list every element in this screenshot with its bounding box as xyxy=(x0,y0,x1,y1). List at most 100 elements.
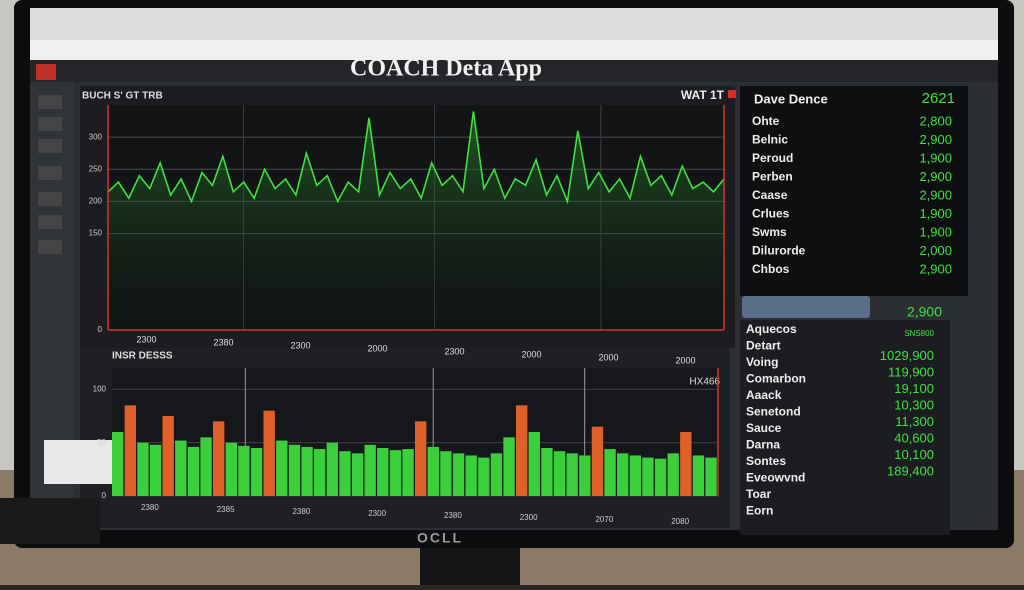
list-value: 10,300 xyxy=(894,397,934,412)
app-icon xyxy=(36,64,56,80)
x-tick-label: 2380 xyxy=(213,337,233,347)
panel-header: Dave Dence xyxy=(754,91,828,106)
stat-value: 2,900 xyxy=(919,187,952,202)
bar xyxy=(415,421,427,496)
bar xyxy=(263,410,275,496)
x-tick-label: 2000 xyxy=(598,352,618,362)
stat-label: Perben xyxy=(752,170,793,184)
bar xyxy=(566,453,578,496)
x-tick-label: 2385 xyxy=(217,505,235,514)
x-tick-label: 2380 xyxy=(444,511,462,520)
x-tick-label: 2300 xyxy=(136,334,156,344)
list-label: Eorn xyxy=(746,504,773,518)
stat-label: Caase xyxy=(752,188,788,202)
sidebar-icon[interactable] xyxy=(38,240,62,254)
app-header xyxy=(30,60,998,82)
bar xyxy=(250,448,263,496)
stat-value: 2,900 xyxy=(919,261,952,276)
bar xyxy=(452,453,465,496)
bar xyxy=(617,453,629,496)
bar xyxy=(175,440,187,496)
bar xyxy=(339,451,351,496)
list-label: Darna xyxy=(746,438,780,452)
bar xyxy=(503,437,515,496)
sidebar-icon[interactable] xyxy=(38,166,62,180)
stat-label: Ohte xyxy=(752,114,780,128)
bar xyxy=(389,450,402,496)
list-value: 119,900 xyxy=(888,364,934,379)
chart-title: INSR DESSS xyxy=(112,351,173,362)
stat-value: 1,900 xyxy=(919,206,952,221)
bar xyxy=(591,426,604,496)
bar xyxy=(705,457,717,496)
list-value: 189,400 xyxy=(887,463,934,478)
bar xyxy=(149,444,162,496)
sidebar-icon[interactable] xyxy=(38,139,62,153)
list-label: Sauce xyxy=(746,421,782,435)
sidebar-icon[interactable] xyxy=(38,117,62,131)
bar xyxy=(200,437,212,496)
brand-logo: OCLL xyxy=(417,530,463,546)
bar xyxy=(604,449,616,496)
bar xyxy=(667,453,679,496)
sidebar-icon[interactable] xyxy=(38,192,62,206)
bar xyxy=(137,442,149,496)
stat-label: Chbos xyxy=(752,262,790,276)
bar xyxy=(162,416,174,496)
bar xyxy=(326,442,338,496)
bar xyxy=(225,442,237,496)
bar xyxy=(187,446,200,496)
bar xyxy=(629,455,641,496)
stat-value: 2,900 xyxy=(919,132,952,147)
stat-value: 2,000 xyxy=(919,243,952,258)
y-tick-label: 300 xyxy=(89,132,103,141)
y-tick-label: 0 xyxy=(98,325,103,334)
list-label: Aquecos xyxy=(746,322,797,336)
address-bar xyxy=(30,40,998,60)
bar xyxy=(541,448,553,496)
bar xyxy=(124,405,136,496)
list-value: 11,300 xyxy=(895,414,934,429)
chart-title: BUCH S' GT TRB xyxy=(82,91,163,102)
x-tick-label: 2000 xyxy=(367,343,387,353)
tab-button[interactable] xyxy=(742,296,870,318)
stat-label: Belnic xyxy=(752,133,788,147)
list-value: SNS800 xyxy=(904,329,934,338)
bar xyxy=(478,457,490,496)
list-value: 1029,900 xyxy=(880,348,934,363)
bar xyxy=(427,446,439,496)
device xyxy=(0,498,100,544)
badge-icon xyxy=(728,90,736,98)
chart-badge: WAT 1T xyxy=(681,88,725,102)
stat-value: 1,900 xyxy=(919,224,952,239)
bar xyxy=(288,444,301,496)
sidebar-icon[interactable] xyxy=(38,215,62,229)
sidebar-icon[interactable] xyxy=(38,95,62,109)
bar xyxy=(465,455,477,496)
bar xyxy=(377,448,389,496)
list-panel xyxy=(740,320,950,535)
list-label: Aaack xyxy=(746,388,782,402)
bar xyxy=(213,421,225,496)
app-title: COACH Deta App xyxy=(350,56,542,82)
x-tick-label: 2300 xyxy=(520,513,538,522)
bar xyxy=(351,453,364,496)
list-value: 10,100 xyxy=(894,447,934,462)
stat-label: Crlues xyxy=(752,207,790,221)
bar xyxy=(680,432,692,496)
list-label: Detart xyxy=(746,339,781,353)
list-value: 40,600 xyxy=(894,430,934,445)
panel-header-value: 2621 xyxy=(922,90,955,107)
bar xyxy=(238,445,250,496)
list-label: Voing xyxy=(746,355,778,369)
bar xyxy=(692,455,705,496)
bar xyxy=(528,432,540,496)
button-value: 2,900 xyxy=(907,304,942,320)
y-tick-label: 150 xyxy=(89,229,103,238)
bar xyxy=(301,446,313,496)
bar xyxy=(642,457,654,496)
chart-badge: HX466 xyxy=(689,377,720,388)
x-tick-label: 2300 xyxy=(368,509,386,518)
stat-label: Dilurorde xyxy=(752,244,806,258)
